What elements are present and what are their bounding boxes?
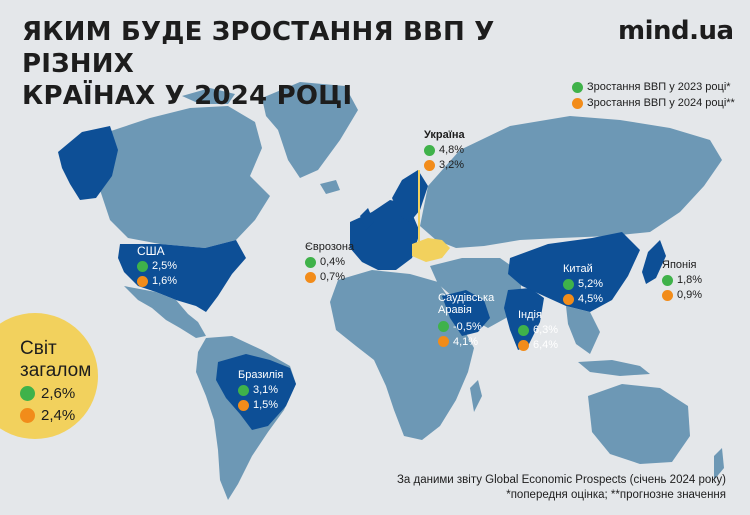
southeast-asia-shape xyxy=(566,306,600,354)
india-shape xyxy=(504,288,544,350)
gdp-2023-value: 1,8% xyxy=(677,274,703,286)
country-name: Україна xyxy=(424,129,465,141)
label-usa: США 2,5% 1,6% xyxy=(137,244,177,289)
source-line-2: *попередня оцінка; **прогнозне значення xyxy=(506,489,726,501)
gdp-2023-value: -0,5% xyxy=(453,320,482,333)
gdp-2024-value: 1,6% xyxy=(152,275,178,287)
gdp-2023-value: 3,1% xyxy=(253,384,279,396)
world-title-line-2: загалом xyxy=(20,360,92,381)
legend-label-2024: Зростання ВВП у 2024 році** xyxy=(587,97,735,109)
gdp-2024-value: 6,4% xyxy=(533,339,559,351)
madagascar-shape xyxy=(470,380,482,412)
middle-east-shape xyxy=(430,258,522,328)
alaska-shape xyxy=(58,126,118,200)
green-dot-icon xyxy=(518,325,529,336)
world-gdp-2024: 2,4% xyxy=(41,406,76,424)
label-china: Китай 5,2% 4,5% xyxy=(563,262,603,307)
mexico-shape xyxy=(124,286,206,338)
gdp-2023-value: 0,4% xyxy=(320,256,346,268)
country-name: Китай xyxy=(563,263,593,275)
world-title-line-1: Світ xyxy=(20,338,57,359)
orange-dot-icon xyxy=(438,336,449,347)
label-saudi-arabia: Саудівська Аравія -0,5% 4,1% xyxy=(438,292,510,349)
china-shape xyxy=(508,232,640,312)
arctic-islands-shape xyxy=(182,88,235,104)
australia-shape xyxy=(588,384,690,464)
green-dot-icon xyxy=(20,385,35,401)
label-japan: Японія 1,8% 0,9% xyxy=(662,258,702,303)
gdp-2024-value: 0,9% xyxy=(677,289,703,301)
new-zealand-shape xyxy=(714,448,724,480)
ukraine-shape xyxy=(412,238,450,262)
legend-label-2023: Зростання ВВП у 2023 році* xyxy=(587,81,731,93)
orange-dot-icon xyxy=(563,294,574,305)
orange-dot-icon xyxy=(518,340,529,351)
orange-dot-icon xyxy=(572,97,583,109)
label-brazil: Бразилія 3,1% 1,5% xyxy=(238,368,283,413)
gdp-2023-value: 4,8% xyxy=(439,144,465,156)
green-dot-icon xyxy=(662,275,673,286)
label-eurozone: Єврозона 0,4% 0,7% xyxy=(305,240,354,285)
world-circle xyxy=(0,313,98,439)
orange-dot-icon xyxy=(238,400,249,411)
legend-item-2024: Зростання ВВП у 2024 році** xyxy=(572,95,735,111)
saudi-arabia-shape xyxy=(442,290,490,336)
label-india: Індія 6,3% 6,4% xyxy=(518,308,558,353)
green-dot-icon xyxy=(137,261,148,272)
green-dot-icon xyxy=(438,321,449,332)
green-dot-icon xyxy=(424,145,435,156)
source-line-1: За даними звіту Global Economic Prospect… xyxy=(396,474,726,486)
orange-dot-icon xyxy=(20,407,35,423)
gdp-2023-value: 5,2% xyxy=(578,278,604,290)
british-isles-shape xyxy=(360,208,374,230)
orange-dot-icon xyxy=(137,276,148,287)
brazil-shape xyxy=(216,354,296,430)
russia-shape xyxy=(420,116,722,248)
usa-shape xyxy=(118,240,246,312)
title-line-1: ЯКИМ БУДЕ ЗРОСТАННЯ ВВП У РІЗНИХ xyxy=(22,17,495,79)
green-dot-icon xyxy=(572,81,583,93)
gdp-2023-value: 2,5% xyxy=(152,260,178,272)
gdp-2023-value: 6,3% xyxy=(533,324,559,336)
world-summary: Світ загалом 2,6% 2,4% xyxy=(20,338,91,426)
green-dot-icon xyxy=(305,257,316,268)
orange-dot-icon xyxy=(662,290,673,301)
greenland-shape xyxy=(262,82,358,178)
country-name: США xyxy=(137,244,165,258)
country-name: Японія xyxy=(662,259,697,271)
africa-shape xyxy=(330,270,474,440)
country-name: Єврозона xyxy=(305,241,355,253)
indonesia-shape xyxy=(578,360,650,376)
source-note: За даними звіту Global Economic Prospect… xyxy=(380,473,726,503)
green-dot-icon xyxy=(238,385,249,396)
map-legend: Зростання ВВП у 2023 році* Зростання ВВП… xyxy=(572,79,735,111)
brand-logo: mind.ua xyxy=(618,16,734,46)
canada-shape xyxy=(100,106,270,248)
gdp-2024-value: 1,5% xyxy=(253,399,279,411)
world-gdp-2023: 2,6% xyxy=(41,384,76,402)
gdp-2024-value: 3,2% xyxy=(439,159,465,171)
country-name: Індія xyxy=(518,309,542,321)
gdp-2024-value: 4,1% xyxy=(453,335,479,348)
legend-item-2023: Зростання ВВП у 2023 році* xyxy=(572,79,735,95)
country-name: Саудівська Аравія xyxy=(438,292,495,316)
japan-shape xyxy=(642,240,666,284)
gdp-2024-value: 4,5% xyxy=(578,293,604,305)
gdp-2024-value: 0,7% xyxy=(320,271,346,283)
country-name: Бразилія xyxy=(238,369,284,381)
title-line-2: КРАЇНАХ У 2024 РОЦІ xyxy=(22,81,353,111)
iceland-shape xyxy=(320,180,340,194)
orange-dot-icon xyxy=(424,160,435,171)
label-ukraine: Україна 4,8% 3,2% xyxy=(424,128,465,173)
page-title: ЯКИМ БУДЕ ЗРОСТАННЯ ВВП У РІЗНИХ КРАЇНАХ… xyxy=(22,16,602,112)
green-dot-icon xyxy=(563,279,574,290)
orange-dot-icon xyxy=(305,272,316,283)
